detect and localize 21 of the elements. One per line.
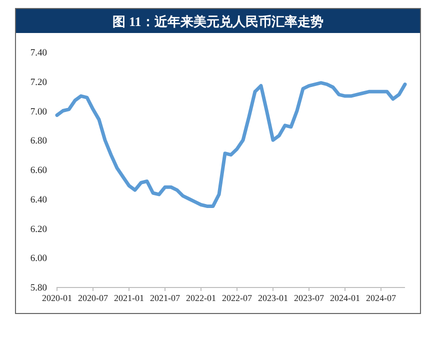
x-tick-label: 2022-07: [222, 293, 252, 303]
y-tick-label: 7.00: [30, 107, 48, 118]
y-tick-label: 6.60: [30, 166, 48, 176]
x-tick-label: 2024-07: [366, 293, 396, 303]
x-tick-label: 2020-07: [78, 293, 108, 303]
y-tick-label: 6.20: [30, 224, 48, 235]
y-tick-label: 7.40: [30, 48, 48, 58]
x-tick-label: 2022-01: [186, 293, 216, 303]
x-tick-label: 2021-07: [150, 293, 180, 303]
x-tick-label: 2024-01: [330, 293, 360, 303]
x-tick-label: 2021-01: [114, 293, 144, 303]
y-tick-label: 6.40: [30, 195, 48, 206]
x-tick-label: 2023-07: [294, 293, 324, 303]
y-tick-label: 6.80: [30, 136, 48, 147]
line-series: [55, 81, 407, 208]
chart-title: 图 11：近年来美元兑人民币汇率走势: [112, 14, 324, 29]
y-tick-label: 7.20: [30, 78, 48, 88]
x-tick-label: 2023-01: [258, 293, 288, 303]
y-tick-label: 6.00: [30, 254, 48, 264]
y-tick-label: 5.80: [30, 284, 48, 294]
x-tick-label: 2020-01: [42, 293, 72, 303]
